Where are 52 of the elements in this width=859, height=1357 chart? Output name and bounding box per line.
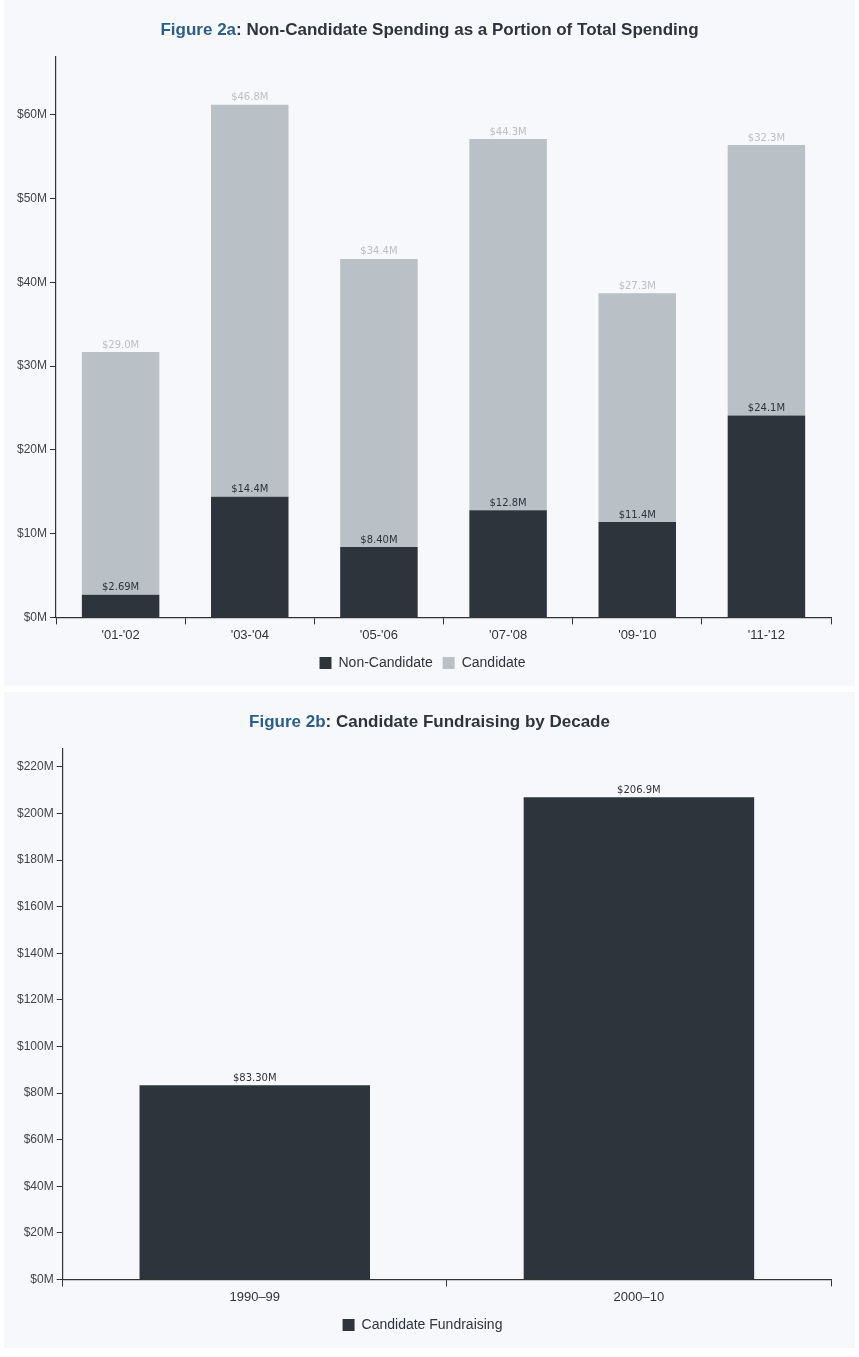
data-label: $27.3M — [618, 279, 656, 291]
data-label: $11.4M — [618, 508, 656, 520]
data-label: $29.0M — [101, 338, 140, 350]
legend-label: Non-Candidate — [338, 653, 433, 670]
y-tick-label: $160M — [16, 898, 54, 913]
y-tick-label: $60M — [23, 1131, 54, 1146]
data-label: $2.69M — [101, 581, 140, 593]
bar — [340, 258, 418, 548]
data-label: $34.4M — [360, 245, 398, 257]
y-tick-label: $200M — [16, 805, 54, 820]
y-tick-label: $40M — [16, 274, 48, 289]
bar — [211, 104, 289, 497]
y-tick-label: $140M — [16, 945, 54, 960]
y-tick-label: $0M — [23, 609, 48, 624]
data-label: $12.8M — [489, 496, 527, 508]
x-tick-label: '11-'12 — [747, 626, 786, 642]
y-tick-label: $50M — [16, 190, 48, 205]
y-tick-label: $30M — [16, 358, 48, 373]
y-tick-label: $100M — [16, 1038, 54, 1053]
y-tick-label: $220M — [16, 759, 54, 774]
y-tick-label: $20M — [16, 442, 48, 457]
data-label: $8.40M — [360, 533, 398, 545]
data-label: $46.8M — [231, 91, 269, 103]
x-tick-label: '09-'10 — [618, 626, 657, 642]
y-tick-label: $40M — [23, 1178, 54, 1193]
y-tick-label: $120M — [16, 992, 54, 1007]
y-tick-label: $80M — [23, 1085, 54, 1100]
data-label: $24.1M — [747, 402, 786, 414]
legend-label: Candidate — [461, 653, 526, 670]
data-label: $44.3M — [489, 125, 527, 137]
y-tick-label: $10M — [16, 525, 48, 540]
x-tick-label: '07-'08 — [488, 626, 528, 642]
bar — [598, 293, 676, 522]
x-tick-label: '05-'06 — [359, 626, 399, 642]
y-tick-label: $20M — [23, 1225, 54, 1240]
chart-title: Figure 2b: Candidate Fundraising by Decade — [249, 712, 610, 731]
bar — [469, 139, 547, 511]
x-tick-label: 1990–99 — [229, 1288, 281, 1304]
x-tick-label: '03-'04 — [230, 626, 269, 642]
x-tick-label: 2000–10 — [613, 1288, 665, 1304]
x-tick-label: '01-'02 — [101, 626, 140, 642]
y-tick-label: $60M — [16, 107, 48, 122]
data-label: $14.4M — [231, 483, 269, 495]
data-label: $32.3M — [747, 131, 786, 143]
bar — [81, 351, 160, 595]
y-tick-label: $0M — [30, 1271, 54, 1286]
chart-title: Figure 2a: Non-Candidate Spending as a Portion of Total Spending — [160, 20, 699, 39]
legend-label: Candidate Fundraising — [361, 1315, 503, 1332]
data-label: $206.9M — [617, 783, 661, 795]
bar — [727, 144, 806, 416]
data-label: $83.30M — [232, 1071, 277, 1083]
y-tick-label: $180M — [16, 852, 54, 867]
